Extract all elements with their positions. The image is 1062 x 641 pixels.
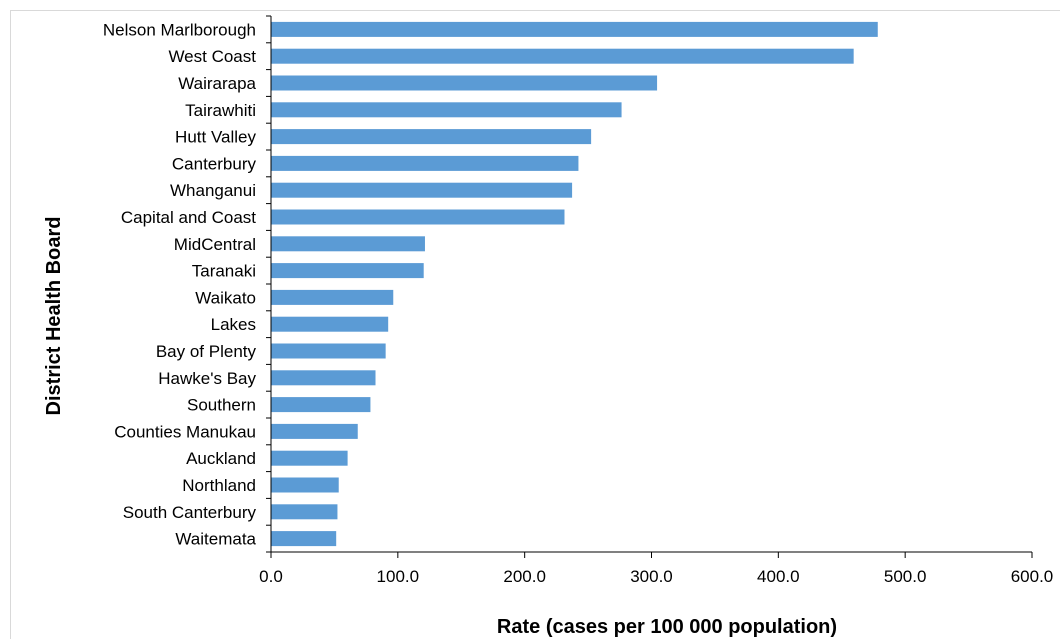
x-tick-label: 200.0 — [503, 567, 546, 586]
x-tick-label: 600.0 — [1011, 567, 1054, 586]
bar — [271, 102, 622, 118]
category-label: Tairawhiti — [185, 101, 256, 120]
category-label: Wairarapa — [178, 74, 256, 93]
bar — [271, 504, 338, 520]
bar — [271, 263, 424, 279]
category-label: Hawke's Bay — [158, 369, 256, 388]
category-label: Canterbury — [172, 154, 257, 173]
category-label: Hutt Valley — [175, 128, 256, 147]
category-label: South Canterbury — [123, 503, 257, 522]
bar — [271, 477, 339, 493]
bar — [271, 531, 337, 547]
bar — [271, 155, 579, 171]
x-tick-label: 100.0 — [377, 567, 420, 586]
bar — [271, 289, 394, 305]
category-label: Auckland — [186, 449, 256, 468]
category-label: Counties Manukau — [114, 422, 256, 441]
bar — [271, 450, 348, 466]
bar — [271, 209, 565, 225]
bar — [271, 129, 592, 145]
bar — [271, 21, 878, 37]
x-axis-title: Rate (cases per 100 000 population) — [497, 616, 837, 638]
category-label: Northland — [182, 476, 256, 495]
category-label: Lakes — [211, 315, 256, 334]
category-label: Taranaki — [192, 262, 256, 281]
bar — [271, 423, 358, 439]
category-label: MidCentral — [174, 235, 256, 254]
category-label: Whanganui — [170, 181, 256, 200]
y-axis-title: District Health Board — [43, 217, 65, 416]
bar — [271, 182, 573, 198]
category-label: Nelson Marlborough — [103, 20, 256, 39]
bar — [271, 316, 389, 332]
x-tick-label: 0.0 — [259, 567, 283, 586]
x-tick-label: 300.0 — [630, 567, 673, 586]
category-label: Capital and Coast — [121, 208, 256, 227]
bar — [271, 343, 386, 359]
bar — [271, 397, 371, 413]
category-label: West Coast — [168, 47, 256, 66]
bar — [271, 370, 376, 386]
bar — [271, 48, 854, 64]
category-label: Southern — [187, 396, 256, 415]
chart-frame — [10, 10, 1060, 639]
bar — [271, 236, 425, 252]
bar — [271, 75, 658, 91]
category-label: Waikato — [195, 288, 256, 307]
category-label: Waitemata — [175, 530, 256, 549]
x-tick-label: 400.0 — [757, 567, 800, 586]
category-label: Bay of Plenty — [156, 342, 257, 361]
x-tick-label: 500.0 — [884, 567, 927, 586]
